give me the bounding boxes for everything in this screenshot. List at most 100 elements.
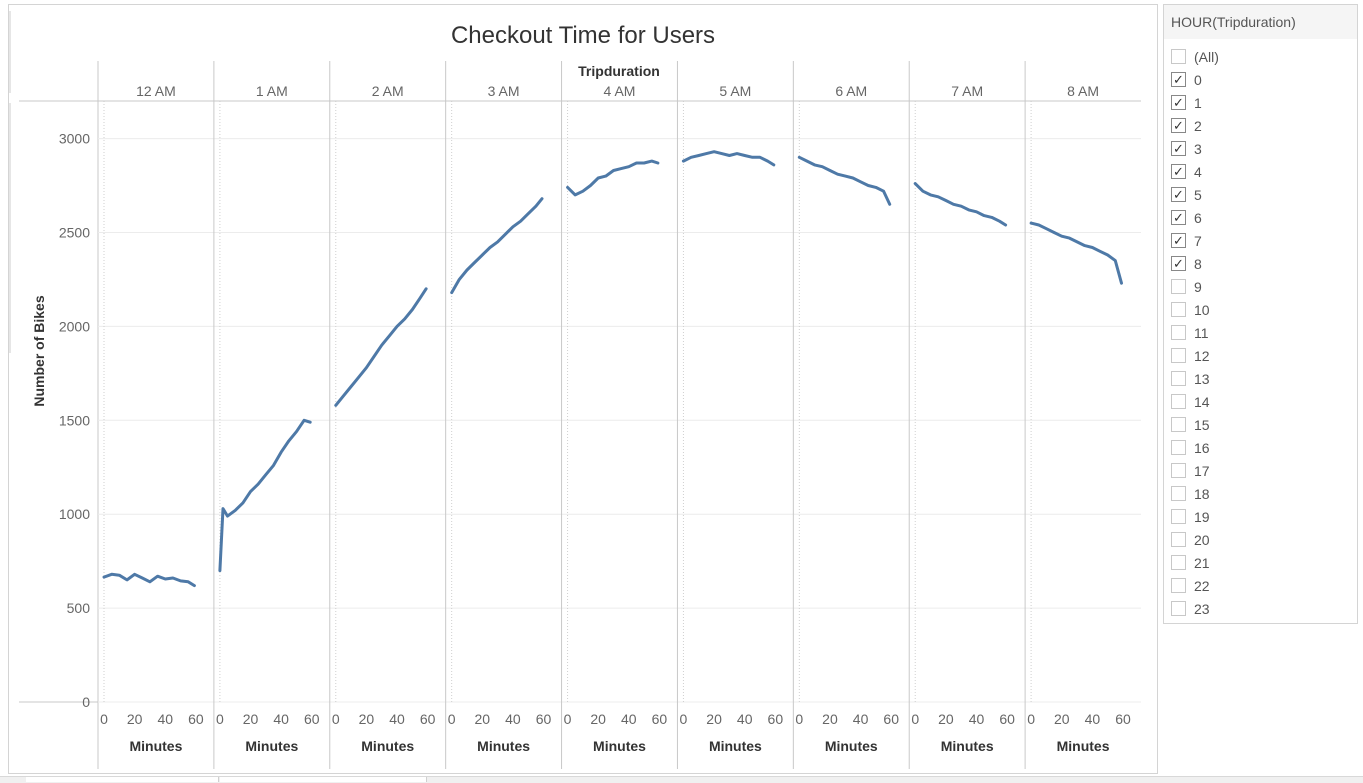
checkbox-unchecked-icon[interactable] xyxy=(1171,302,1186,317)
filter-item-label: 5 xyxy=(1194,186,1202,203)
sheet-tab[interactable] xyxy=(220,777,427,782)
filter-item-label: 15 xyxy=(1194,416,1210,433)
checkbox-unchecked-icon[interactable] xyxy=(1171,555,1186,570)
sheet-tab[interactable] xyxy=(26,777,219,782)
filter-item-12[interactable]: 12 xyxy=(1164,344,1357,367)
checkbox-unchecked-icon[interactable] xyxy=(1171,509,1186,524)
filter-item-7[interactable]: ✓ 7 xyxy=(1164,229,1357,252)
series-line-4-am xyxy=(566,159,660,197)
filter-item-label: 9 xyxy=(1194,278,1202,295)
data-point xyxy=(141,577,144,579)
data-point xyxy=(222,507,224,510)
x-tick-label: 40 xyxy=(1085,711,1101,727)
data-point xyxy=(720,152,723,155)
data-point xyxy=(172,577,174,579)
x-axis-title: Minutes xyxy=(477,738,530,754)
x-tick-label: 0 xyxy=(795,711,803,727)
checkbox-checked-icon[interactable]: ✓ xyxy=(1171,210,1186,225)
x-axis-title: Minutes xyxy=(129,738,182,754)
data-point xyxy=(945,199,947,202)
filter-list: (All) ✓ 0 ✓ 1 ✓ 2 ✓ 3 ✓ 4 ✓ 5 ✓ 6 ✓ 7 ✓ 8 9 10 11 12 13 14 15 16 17… xyxy=(1164,45,1357,620)
data-point xyxy=(888,203,891,206)
data-point xyxy=(1083,244,1086,247)
chart-title: Checkout Time for Users xyxy=(451,22,715,49)
data-point xyxy=(350,385,352,388)
filter-item-14[interactable]: 14 xyxy=(1164,390,1357,413)
data-point xyxy=(527,212,530,215)
filter-item-19[interactable]: 19 xyxy=(1164,505,1357,528)
data-point xyxy=(728,154,731,157)
filter-item-2[interactable]: ✓ 2 xyxy=(1164,114,1357,137)
checkbox-checked-icon[interactable]: ✓ xyxy=(1171,187,1186,202)
data-point xyxy=(806,160,808,162)
filter-item-15[interactable]: 15 xyxy=(1164,413,1357,436)
filter-item-11[interactable]: 11 xyxy=(1164,321,1357,344)
panel-header-label: 4 AM xyxy=(604,83,636,99)
y-tick-label: 2000 xyxy=(59,318,90,334)
checkbox-checked-icon[interactable]: ✓ xyxy=(1171,118,1186,133)
sheet-edge xyxy=(9,11,11,93)
checkbox-checked-icon[interactable]: ✓ xyxy=(1171,141,1186,156)
checkbox-checked-icon[interactable]: ✓ xyxy=(1171,95,1186,110)
checkbox-unchecked-icon[interactable] xyxy=(1171,325,1186,340)
filter-item-23[interactable]: 23 xyxy=(1164,597,1357,620)
checkbox-checked-icon[interactable]: ✓ xyxy=(1171,72,1186,87)
filter-item-10[interactable]: 10 xyxy=(1164,298,1357,321)
filter-item-1[interactable]: ✓ 1 xyxy=(1164,91,1357,114)
sheet-edge xyxy=(9,103,11,353)
filter-item-17[interactable]: 17 xyxy=(1164,459,1357,482)
filter-item-13[interactable]: 13 xyxy=(1164,367,1357,390)
filter-item-16[interactable]: 16 xyxy=(1164,436,1357,459)
data-point xyxy=(566,186,569,189)
y-tick-label: 500 xyxy=(67,600,91,616)
filter-item-label: (All) xyxy=(1194,48,1219,65)
checkbox-unchecked-icon[interactable] xyxy=(1171,371,1186,386)
data-point xyxy=(766,160,769,162)
checkbox-unchecked-icon[interactable] xyxy=(1171,463,1186,478)
filter-item-3[interactable]: ✓ 3 xyxy=(1164,137,1357,160)
x-tick-label: 40 xyxy=(621,711,637,727)
filter-item-9[interactable]: 9 xyxy=(1164,275,1357,298)
checkbox-unchecked-icon[interactable] xyxy=(1171,394,1186,409)
filter-item-8[interactable]: ✓ 8 xyxy=(1164,252,1357,275)
filter-item-20[interactable]: 20 xyxy=(1164,528,1357,551)
x-tick-label: 20 xyxy=(1054,711,1070,727)
data-point xyxy=(589,184,592,187)
checkbox-unchecked-icon[interactable] xyxy=(1171,49,1186,64)
filter-item-6[interactable]: ✓ 6 xyxy=(1164,206,1357,229)
data-point xyxy=(650,160,653,162)
checkbox-unchecked-icon[interactable] xyxy=(1171,440,1186,455)
checkbox-checked-icon[interactable]: ✓ xyxy=(1171,256,1186,271)
checkbox-unchecked-icon[interactable] xyxy=(1171,532,1186,547)
series-line-3-am xyxy=(450,197,544,295)
x-axis-title: Minutes xyxy=(825,738,878,754)
x-tick-label: 20 xyxy=(475,711,491,727)
filter-item-22[interactable]: 22 xyxy=(1164,574,1357,597)
y-axis-title: Number of Bikes xyxy=(31,295,47,406)
filter-item-18[interactable]: 18 xyxy=(1164,482,1357,505)
filter-item-all[interactable]: (All) xyxy=(1164,45,1357,68)
checkbox-unchecked-icon[interactable] xyxy=(1171,486,1186,501)
checkbox-unchecked-icon[interactable] xyxy=(1171,279,1186,294)
filter-item-4[interactable]: ✓ 4 xyxy=(1164,160,1357,183)
checkbox-unchecked-icon[interactable] xyxy=(1171,417,1186,432)
x-axis-title: Minutes xyxy=(245,738,298,754)
data-point xyxy=(1045,227,1048,230)
data-point xyxy=(620,167,622,170)
filter-item-5[interactable]: ✓ 5 xyxy=(1164,183,1357,206)
checkbox-checked-icon[interactable]: ✓ xyxy=(1171,164,1186,179)
checkbox-unchecked-icon[interactable] xyxy=(1171,578,1186,593)
checkbox-unchecked-icon[interactable] xyxy=(1171,348,1186,363)
x-tick-label: 0 xyxy=(680,711,688,727)
filter-item-label: 6 xyxy=(1194,209,1202,226)
filter-item-21[interactable]: 21 xyxy=(1164,551,1357,574)
panel-header-label: 6 AM xyxy=(835,83,867,99)
data-point xyxy=(288,440,290,442)
data-point xyxy=(388,334,391,337)
filter-item-0[interactable]: ✓ 0 xyxy=(1164,68,1357,91)
data-point xyxy=(466,269,468,271)
checkbox-unchecked-icon[interactable] xyxy=(1171,601,1186,616)
panel-header-label: 12 AM xyxy=(136,83,176,99)
checkbox-checked-icon[interactable]: ✓ xyxy=(1171,233,1186,248)
data-point xyxy=(975,211,978,213)
